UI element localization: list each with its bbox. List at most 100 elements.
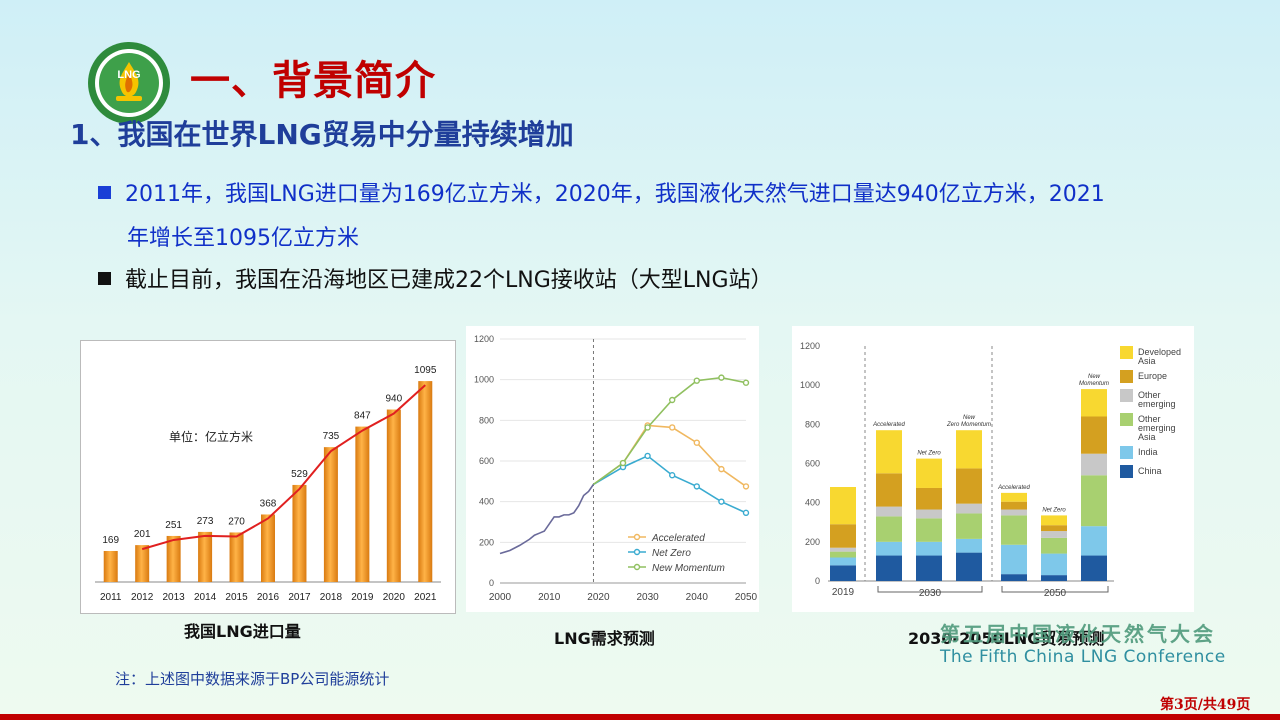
- group-label-2019: 2019: [832, 587, 855, 598]
- legend-label-5-0: China: [1138, 466, 1162, 476]
- bar-6-other-emerging-asia: [1081, 475, 1107, 527]
- x-tick-label-2000: 2000: [489, 592, 512, 603]
- page-number: 第3页/共49页: [1160, 697, 1251, 713]
- bullet-1-line-2: 年增长至1095亿立方米: [127, 226, 359, 251]
- bar-5-other-emerging: [1041, 531, 1067, 538]
- group-label-2030: 2030: [919, 588, 942, 599]
- y-tick-label-600: 600: [479, 456, 494, 466]
- legend-label-4-0: India: [1138, 447, 1158, 457]
- bar-5-other-emerging-asia: [1041, 537, 1067, 554]
- legend-marker-1: [633, 548, 641, 556]
- bar-3-europe: [956, 468, 982, 504]
- bar-0-other-emerging-asia: [830, 551, 856, 558]
- scenario-label-2-0: Net Zero: [917, 451, 941, 457]
- legend-marker-2: [633, 563, 641, 571]
- x-tick-label-2016: 2016: [257, 592, 280, 603]
- bullet-item-2: 截止目前，我国在沿海地区已建成22个LNG接收站（大型LNG站）: [98, 259, 773, 303]
- scenario-label-4-0: Accelerated: [997, 485, 1030, 491]
- trend-line: [141, 384, 426, 551]
- legend-label-0: Accelerated: [651, 533, 705, 544]
- group-bracket-2030: [877, 586, 983, 593]
- bar-1-europe: [876, 473, 902, 507]
- bar-2020: [386, 409, 401, 582]
- bar-3-china: [956, 552, 982, 581]
- x-tick-label-2020: 2020: [383, 592, 406, 603]
- legend-label-2: New Momentum: [652, 563, 725, 574]
- bar-3-developed-asia: [956, 430, 982, 469]
- data-label-2013: 251: [165, 520, 182, 531]
- legend-label-1: Net Zero: [652, 548, 691, 559]
- legend-swatch-3: [1120, 413, 1133, 426]
- chart-china-lng-imports: 169 2011 201 2012 251 2013 273 2014 270 2015 368 20…: [80, 340, 456, 614]
- chart-lng-trade-forecast: 0 200 400 600 800 1000 1200 Accelerated Net Zero…: [792, 326, 1194, 612]
- data-label-2015: 270: [228, 516, 245, 527]
- data-label-2011: 169: [102, 535, 119, 546]
- chart-lng-demand-forecast: 0 200 400 600 800 1000 1200 2000 2010 2020 2030 204…: [466, 326, 759, 612]
- x-tick-label-2030: 2030: [636, 592, 659, 603]
- legend-swatch-2: [1120, 389, 1133, 402]
- bar-6-china: [1081, 555, 1107, 581]
- series-0-point-2045: [718, 465, 725, 473]
- y-tick-label-1200: 1200: [474, 334, 494, 344]
- group-label-2050: 2050: [1044, 588, 1067, 599]
- bar-0-india: [830, 557, 856, 566]
- scenario-label-1-0: Accelerated: [872, 422, 905, 428]
- series-1-point-2030: [644, 452, 651, 460]
- bar-4-europe: [1001, 501, 1027, 510]
- chart-1-svg: 169 2011 201 2012 251 2013 273 2014 270 2015 368 20…: [95, 365, 441, 603]
- series-2-point-2035: [668, 396, 676, 404]
- legend-label-3-2: Asia: [1138, 432, 1156, 442]
- bar-2014: [198, 531, 213, 582]
- bar-6-developed-asia: [1081, 389, 1107, 417]
- bar-2-india: [916, 541, 942, 556]
- bar-5-china: [1041, 575, 1067, 581]
- bar-1-india: [876, 541, 902, 556]
- y-tick-label-200: 200: [479, 537, 494, 547]
- legend-label-1-0: Europe: [1138, 371, 1167, 381]
- page-title: 一、背景简介: [190, 58, 436, 104]
- series-1-point-2045: [718, 498, 725, 505]
- series-1-point-2040: [693, 483, 701, 490]
- conference-name-cn: 第五届中国液化天然气大会: [940, 622, 1216, 646]
- bar-4-other-emerging: [1001, 509, 1027, 516]
- legend-swatch-1: [1120, 370, 1133, 383]
- bar-3-other-emerging: [956, 503, 982, 514]
- bullet-1-line-1: 2011年，我国LNG进口量为169亿立方米，2020年，我国液化天然气进口量达…: [125, 182, 1105, 207]
- scenario-label-3-1: Zero Momentum: [946, 422, 991, 428]
- bar-1-china: [876, 555, 902, 581]
- bar-2-developed-asia: [916, 458, 942, 488]
- data-label-2021: 1095: [414, 365, 437, 376]
- bullet-square-icon: [98, 272, 111, 285]
- x-tick-label-2050: 2050: [735, 592, 758, 603]
- y-tick-label-600: 600: [805, 459, 820, 469]
- logo-text: LNG: [117, 69, 140, 81]
- bar-0-china: [830, 565, 856, 581]
- legend-swatch-4: [1120, 446, 1133, 459]
- bar-2016: [261, 514, 275, 582]
- data-label-2019: 847: [354, 411, 371, 422]
- series-2-point-2025: [619, 459, 627, 467]
- legend-label-2-1: emerging: [1138, 399, 1176, 409]
- x-tick-label-2018: 2018: [320, 592, 343, 603]
- bar-6-europe: [1081, 416, 1107, 454]
- bar-0-other-emerging: [830, 547, 856, 552]
- legend-label-2-0: Other: [1138, 390, 1161, 400]
- bar-2021: [418, 381, 433, 582]
- legend-marker-0: [633, 533, 641, 541]
- y-tick-label-200: 200: [805, 537, 820, 547]
- x-tick-label-2015: 2015: [225, 592, 248, 603]
- bar-2011: [103, 550, 118, 582]
- bar-2-other-emerging-asia: [916, 518, 942, 542]
- series-2-point-2050: [742, 379, 750, 386]
- series-2-point-2030: [644, 424, 651, 431]
- bar-2012: [135, 545, 150, 582]
- bar-3-other-emerging-asia: [956, 513, 982, 539]
- x-tick-label-2014: 2014: [194, 592, 217, 603]
- scenario-label-3-0: New: [963, 415, 976, 421]
- chart-3-svg: 0 200 400 600 800 1000 1200 Accelerated Net Zero…: [800, 341, 1181, 599]
- y-tick-label-1000: 1000: [800, 380, 820, 390]
- x-tick-label-2021: 2021: [414, 592, 437, 603]
- bar-3-india: [956, 538, 982, 553]
- x-tick-label-2013: 2013: [163, 592, 186, 603]
- chart-3-caption: 2030-2050LNG贸易预测: [908, 629, 1105, 648]
